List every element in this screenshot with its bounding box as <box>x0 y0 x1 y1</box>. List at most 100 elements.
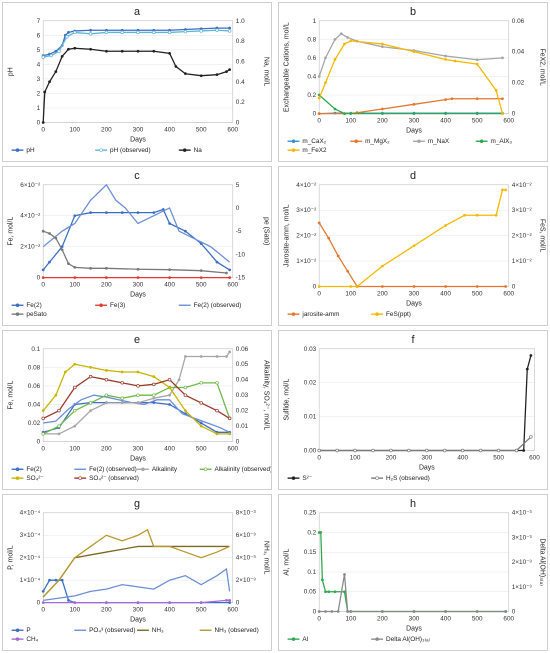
y-axis-label: P, mol/L <box>8 545 15 570</box>
y-tick-label: 0.02 <box>28 420 41 427</box>
y-tick-label: 0 <box>37 600 41 607</box>
series-d-1 <box>317 188 508 288</box>
data-point <box>67 31 70 34</box>
data-point <box>529 435 533 439</box>
legend-entry: Alkalinity (observed) <box>199 466 271 473</box>
y2-tick-label: 0.06 <box>236 346 249 353</box>
x-tick-label: 200 <box>377 290 388 297</box>
legend-label: SO₄²⁻ (observed) <box>89 475 139 482</box>
series-g-4 <box>41 598 231 604</box>
series-line <box>319 436 532 452</box>
data-point <box>120 211 124 215</box>
chart-title: b <box>410 6 416 18</box>
legend-entry: m_FeX2 <box>287 147 327 154</box>
x-tick-label: 500 <box>493 454 504 461</box>
legend-entry: m_AlX₃ <box>475 138 513 145</box>
y2-tick-label: 0.03 <box>236 392 249 399</box>
plot-frame <box>42 348 234 442</box>
legend-entry: Fe(3) <box>95 302 125 309</box>
x-tick-label: 0 <box>317 290 321 297</box>
x-tick-label: 600 <box>227 445 238 452</box>
y-tick-label: 0.00 <box>304 447 317 454</box>
x-tick-label: 200 <box>377 117 388 124</box>
legend-entry: SO₄²⁻ (observed) <box>74 475 139 482</box>
legend-label: H₂S (observed) <box>386 475 430 482</box>
y-axis-label: Fe, mol/L <box>8 217 15 246</box>
chart-panel-e: e 0 0.02 0.04 0.06 0.08 0.1 0 0.01 0.02 0.03 0.04 0.… <box>2 330 272 490</box>
data-point <box>412 285 416 288</box>
data-point <box>529 354 533 357</box>
y-tick-label: 0.1 <box>31 346 40 353</box>
data-point <box>317 448 321 453</box>
data-point <box>444 610 447 613</box>
plot-frame <box>318 20 510 114</box>
y-tick-label: 7 <box>37 18 41 25</box>
legend-marker <box>99 303 103 308</box>
chart-panel-b: b 0 0.2 0.4 0.6 0.8 1 0 0.02 0.04 0.06 0 100 200 300 40… <box>278 2 548 162</box>
y2-tick-label: 0.4 <box>236 79 245 86</box>
y-tick-label: 0 <box>37 439 41 446</box>
data-point <box>73 30 77 35</box>
data-point <box>228 268 232 272</box>
data-point <box>355 285 359 288</box>
x-tick-label: 400 <box>164 445 175 452</box>
chart-svg-d: d 0 1×10⁻² 2×10⁻² 3×10⁻² 4×10⁻² 0 1×10⁻² 2×10⁻² 3… <box>284 170 546 318</box>
x-tick-label: 300 <box>133 126 144 133</box>
data-point <box>349 610 353 613</box>
y-axis-label: pH <box>8 67 15 76</box>
data-point <box>333 58 337 61</box>
data-point <box>48 578 51 582</box>
series-line <box>43 567 231 601</box>
legend-marker <box>203 467 208 472</box>
data-point <box>317 75 321 78</box>
y-tick-label: 0.25 <box>304 510 317 517</box>
chart-svg-g: g 0 1×10⁻⁴ 2×10⁻⁴ 3×10⁻⁴ 4×10⁻⁴ 0 2×10⁻³ 4×10⁻³ 6… <box>8 498 270 643</box>
data-point <box>120 30 124 35</box>
legend-entry: Alkalinity <box>137 466 178 473</box>
y2-tick-label: 0.6 <box>236 58 245 65</box>
data-point <box>184 229 187 233</box>
legend-marker <box>291 476 296 480</box>
data-point <box>525 367 529 371</box>
data-point <box>225 598 228 602</box>
legend-entry: CH₄ <box>11 636 39 643</box>
data-point <box>152 396 156 400</box>
data-point <box>41 432 45 436</box>
data-point <box>120 401 124 405</box>
data-point <box>320 578 324 582</box>
y-tick-label: 0.03 <box>304 346 317 353</box>
x-tick-label: 0 <box>41 281 45 288</box>
y2-tick-label: 0 <box>512 283 516 290</box>
data-point <box>349 112 353 115</box>
series-line <box>42 528 230 598</box>
legend-entry: Fe(2) (observed) <box>178 302 241 309</box>
chart-svg-f: f 0.00 0.01 0.02 0.03 0 100 200 300 400 500 600 Days… <box>284 334 541 482</box>
data-point <box>73 362 77 366</box>
data-point <box>412 50 416 54</box>
x-tick-label: 200 <box>101 606 112 613</box>
data-point <box>184 355 187 358</box>
data-point <box>501 56 504 60</box>
x-axis-label: Days <box>130 455 146 462</box>
data-point <box>41 121 45 124</box>
data-point <box>335 448 339 453</box>
y-tick-label: 0 <box>313 608 317 615</box>
data-point <box>494 89 498 92</box>
data-point <box>343 590 346 594</box>
data-point <box>152 30 156 35</box>
data-point <box>336 254 340 258</box>
chart-panel-d: d 0 1×10⁻² 2×10⁻² 3×10⁻² 4×10⁻² 0 1×10⁻² 2×10⁻² 3… <box>278 166 548 326</box>
data-point <box>444 98 447 102</box>
legend-label: pH <box>26 147 35 154</box>
x-axis-label: Days <box>406 127 422 134</box>
x-tick-label: 600 <box>503 615 514 622</box>
x-tick-label: 400 <box>164 281 175 288</box>
legend-label: m_AlX₃ <box>491 138 513 145</box>
data-point <box>60 578 64 582</box>
series-f-1 <box>317 435 533 453</box>
data-point <box>73 46 77 50</box>
data-point <box>225 355 228 358</box>
series-line <box>43 29 230 58</box>
data-point <box>65 35 69 39</box>
y-tick-label: 0.15 <box>304 549 317 556</box>
